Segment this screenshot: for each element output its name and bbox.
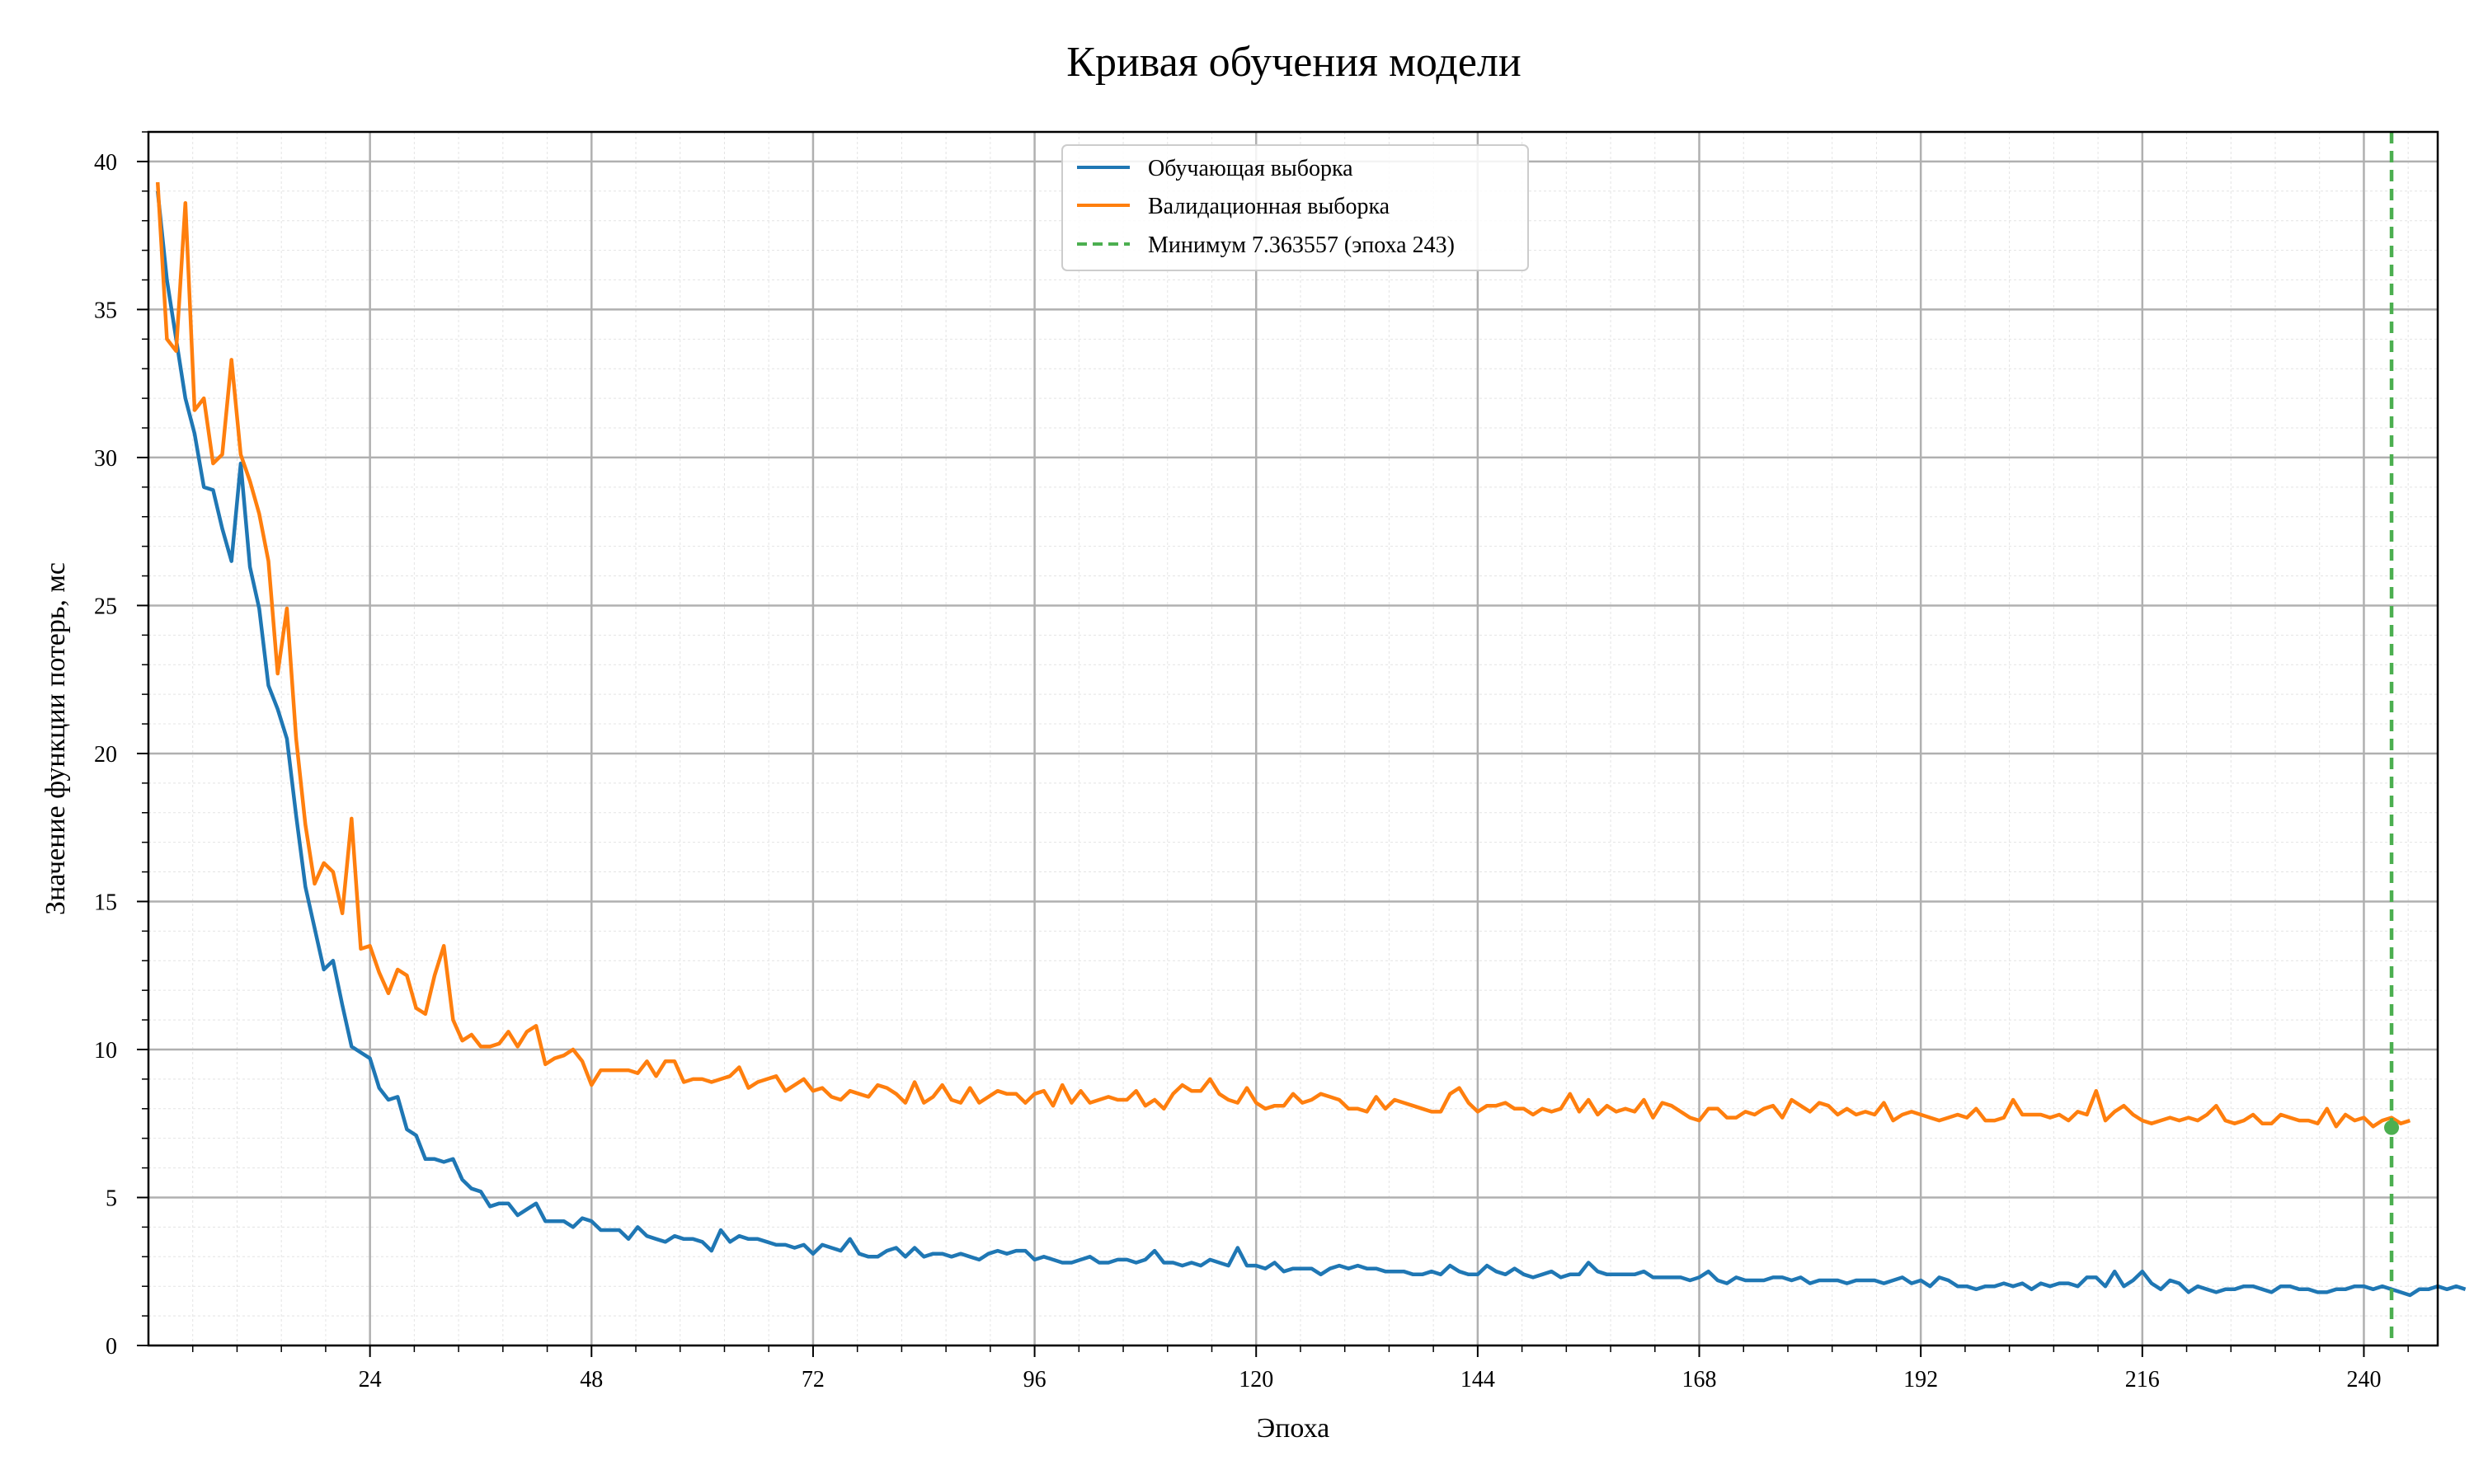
y-tick-label: 20 <box>94 742 117 768</box>
y-tick-label: 0 <box>106 1334 117 1360</box>
x-axis-label: Эпоха <box>1257 1413 1329 1444</box>
legend-box <box>1061 144 1529 271</box>
x-tick-label: 240 <box>2346 1367 2381 1392</box>
x-tick-label: 168 <box>1682 1367 1717 1392</box>
y-tick-label: 25 <box>94 594 117 619</box>
y-tick-label: 40 <box>94 150 117 176</box>
x-tick-label: 72 <box>802 1367 825 1392</box>
minimum-point <box>2384 1120 2400 1135</box>
legend-train-label: Обучающая выборка <box>1148 156 1353 181</box>
chart-title: Кривая обучения модели <box>1066 39 1521 86</box>
x-tick-label: 144 <box>1460 1367 1495 1392</box>
x-tick-label: 216 <box>2125 1367 2160 1392</box>
legend: Обучающая выборка Валидационная выборка … <box>1061 144 1529 271</box>
axes-ticks: 24 48 72 96 120 144 168 192 216 240 0 5 10 15 20 25 30 35… <box>94 131 2409 1392</box>
plot-area <box>155 132 2467 1345</box>
y-tick-label: 10 <box>94 1038 117 1064</box>
y-tick-label: 15 <box>94 890 117 915</box>
axes-frame <box>147 130 2439 1347</box>
y-axis-label: Значение функции потерь, мс <box>40 562 71 915</box>
x-tick-label: 24 <box>359 1367 382 1392</box>
x-tick-label: 48 <box>580 1367 603 1392</box>
legend-validation-label: Валидационная выборка <box>1148 194 1390 219</box>
legend-minimum-label: Минимум 7.363557 (эпоха 243) <box>1148 232 1455 258</box>
y-tick-label: 30 <box>94 446 117 472</box>
x-tick-label: 192 <box>1903 1367 1938 1392</box>
x-tick-label: 96 <box>1023 1367 1047 1392</box>
y-tick-label: 35 <box>94 298 117 323</box>
series-line-0 <box>155 190 2467 1298</box>
y-tick-label: 5 <box>106 1186 117 1211</box>
x-tick-label: 120 <box>1239 1367 1273 1392</box>
series-line-1 <box>155 181 2411 1129</box>
